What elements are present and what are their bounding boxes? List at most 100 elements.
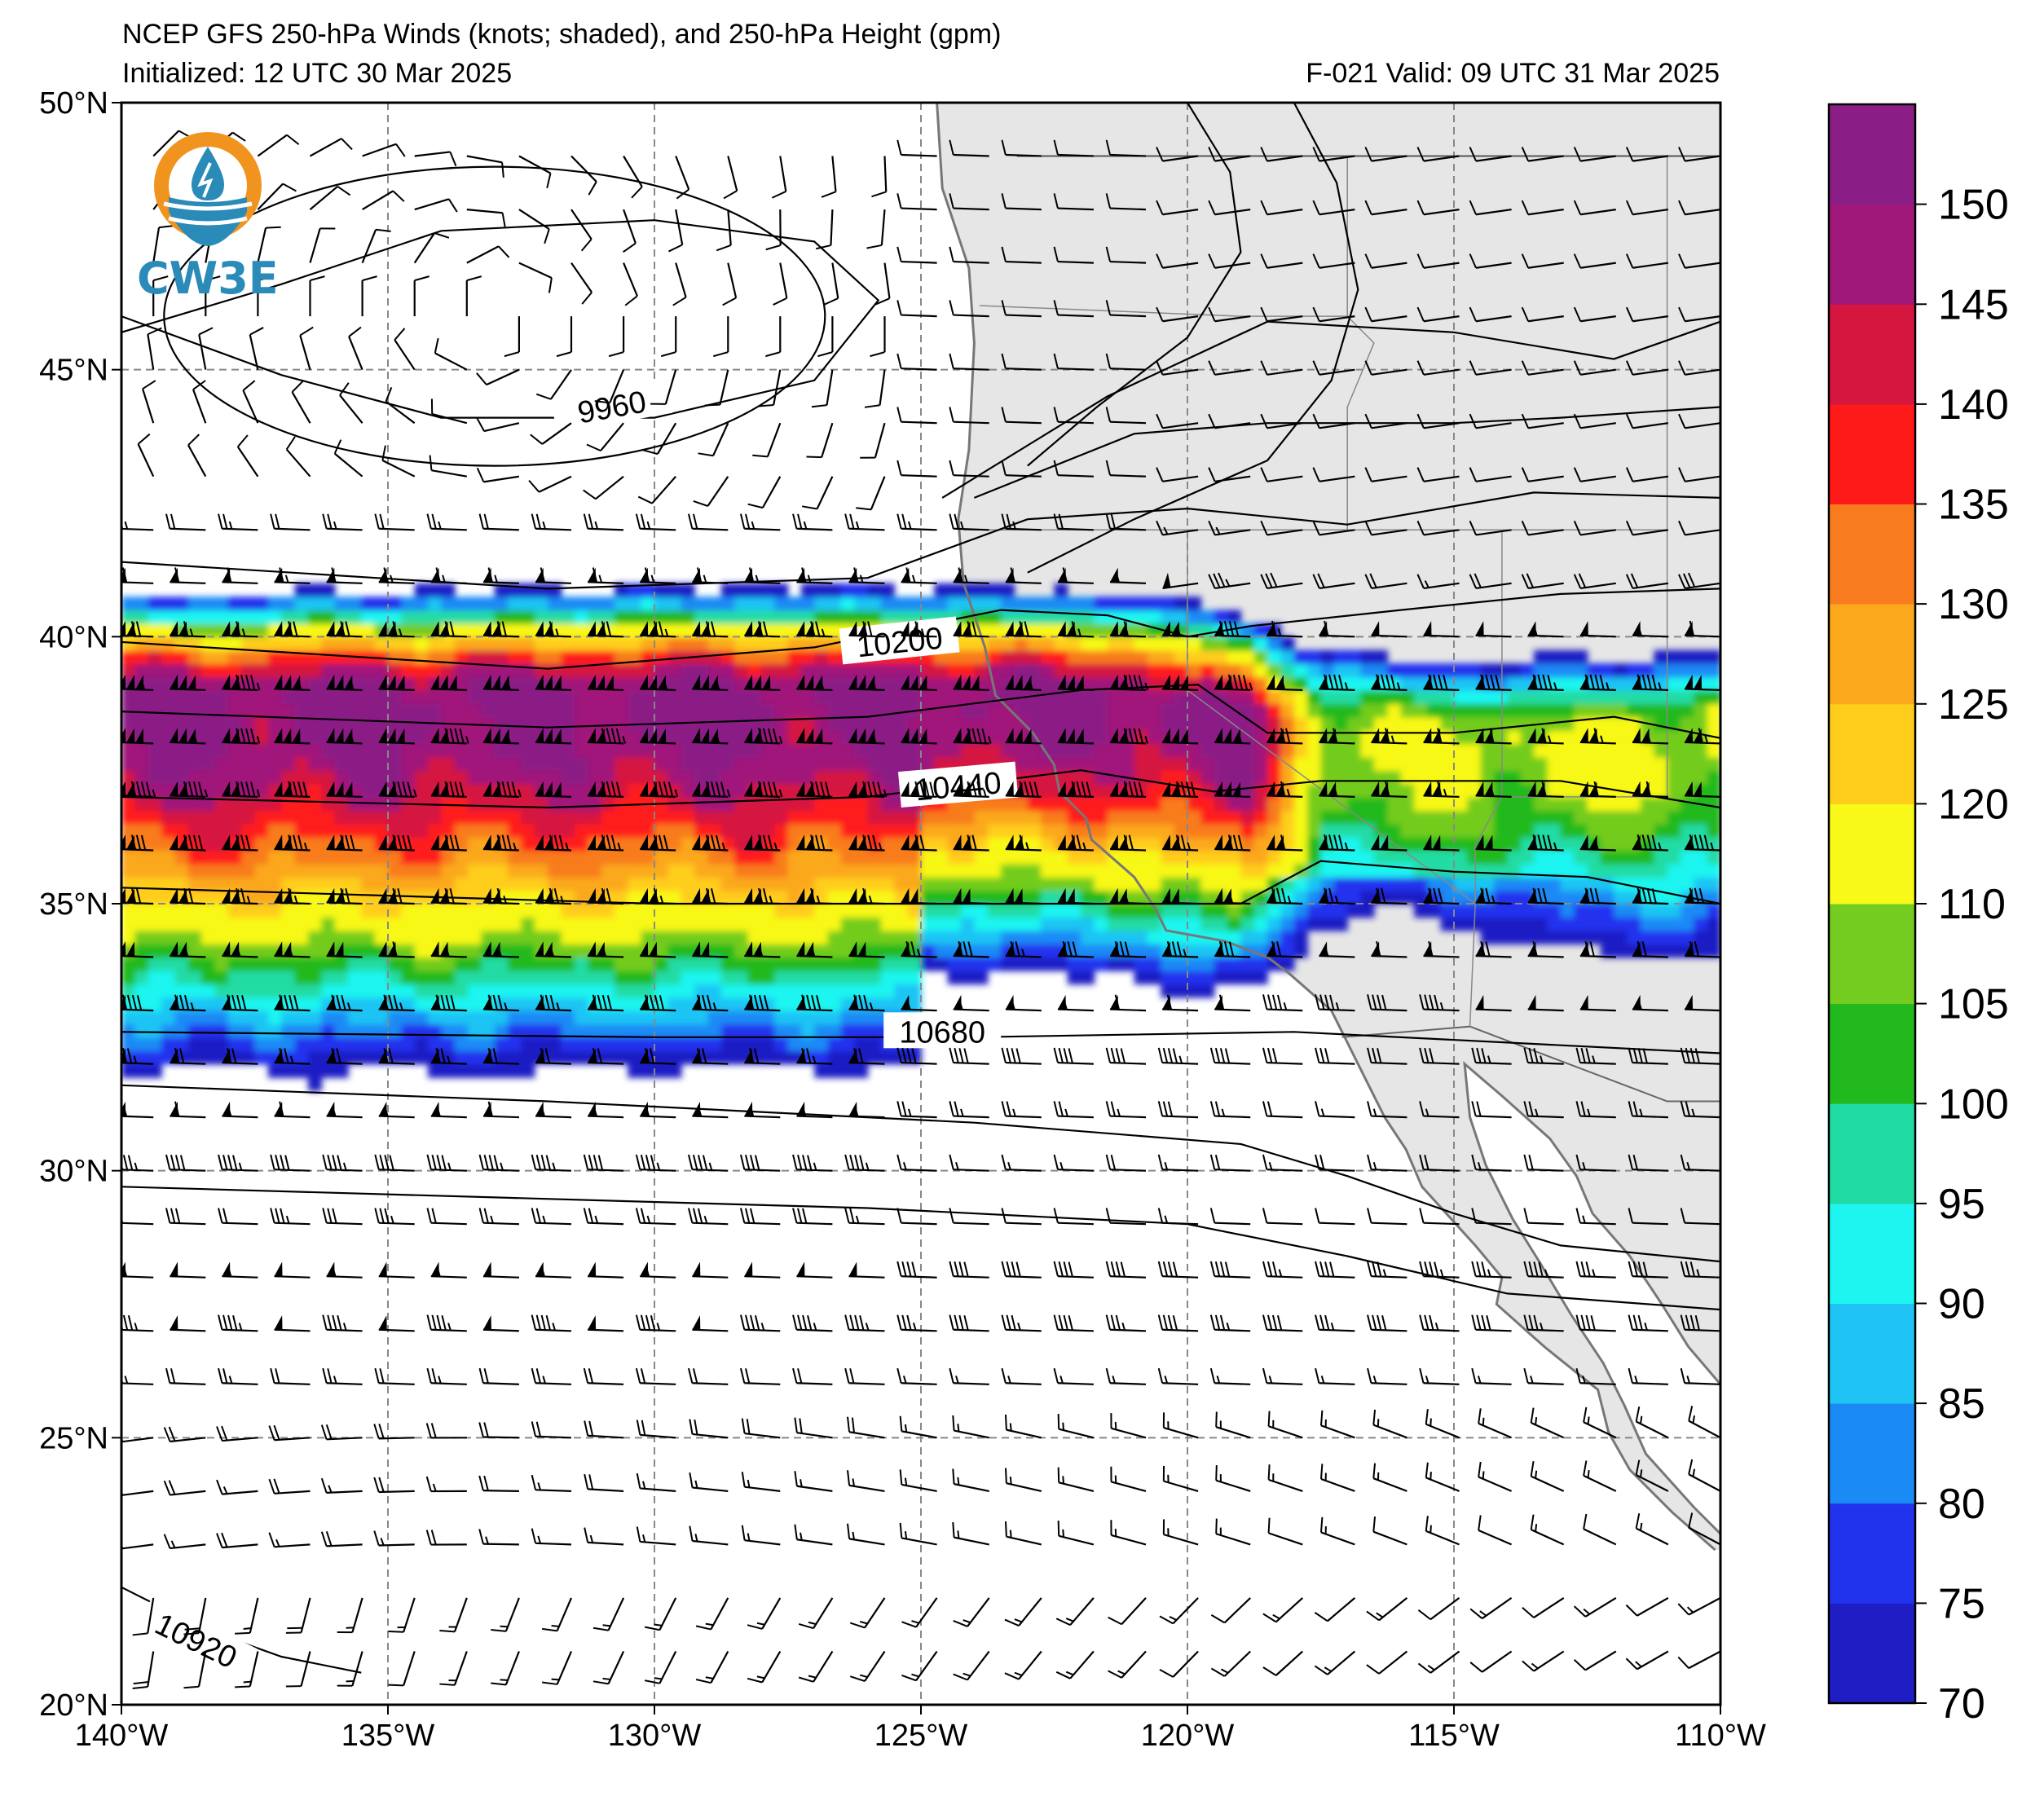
barb-flag [608,351,624,358]
barb-flag [1172,1261,1178,1278]
speed-cell [588,837,682,852]
barb-flag [739,1154,746,1170]
speed-cell [294,756,309,771]
speed-cell [1240,904,1255,918]
speed-cell [121,756,149,771]
wind-barb [326,781,363,798]
barb-half-flag [813,1162,817,1171]
barb-half-flag [1114,1475,1117,1484]
wind-barb [1319,887,1355,905]
barb-flag [792,1208,798,1223]
barb-staff [431,469,467,478]
wind-barb [823,262,839,306]
wind-barb [394,328,416,371]
barb-flag [914,781,920,797]
barb-flag [1678,467,1686,482]
barb-flag [911,1261,917,1278]
speed-cell [921,850,949,865]
barb-half-flag [1548,735,1552,744]
barb-flag [397,888,403,904]
barb-half-flag [1009,1423,1012,1432]
wind-barb [588,941,624,958]
wind-barb [1419,994,1460,1012]
barb-staff [1005,1275,1042,1279]
speed-cell [174,850,189,865]
barb-flag [1416,574,1425,589]
barb-flag [1159,1615,1174,1625]
barb-pennant [857,941,866,957]
speed-cell [134,930,202,944]
speed-cell [1494,823,1535,838]
speed-cell [454,649,469,664]
barb-flag [383,567,389,583]
wind-barb [1471,1208,1512,1226]
barb-staff [1163,1426,1199,1439]
speed-cell [334,944,389,958]
barb-half-flag [716,735,720,744]
wind-barb [170,1101,206,1119]
barb-flag [606,888,612,904]
wind-barb [1105,460,1147,478]
barb-flag [858,994,864,1010]
height-contour [973,406,1720,499]
wind-barb [1001,1154,1042,1172]
wind-barb [1523,1101,1564,1119]
wind-barb [242,380,259,424]
barb-flag [431,1368,437,1384]
speed-cell [241,716,256,731]
barb-flag [1694,941,1699,957]
barb-flag [820,834,826,851]
initialized-time: Initialized: 12 UTC 30 Mar 2025 [122,58,513,89]
wind-barb [147,327,162,370]
barb-pennant [1232,728,1241,743]
barb-staff [1162,1382,1199,1385]
wind-barb [1471,1154,1512,1172]
speed-cell [294,970,323,985]
barb-half-flag [518,789,522,798]
barb-flag [1260,306,1268,322]
barb-staff [848,1275,885,1279]
speed-cell [1320,756,1375,771]
speed-cell [974,837,989,852]
barb-flag [1315,1367,1320,1384]
barb-pennant [1475,781,1484,796]
speed-cell [1293,837,1308,852]
wind-barb [1214,994,1251,1012]
barb-pennant [430,887,439,903]
barb-flag [288,621,293,636]
barb-staff [482,1061,519,1065]
wind-barb [1262,1047,1303,1065]
barb-half-flag [716,682,720,690]
barb-flag [1053,513,1059,529]
wind-barb [556,316,573,358]
barb-staff [1580,422,1616,429]
barb-flag [687,513,694,529]
wind-barb [953,887,989,905]
barb-flag [270,1208,275,1223]
barb-staff [1423,1169,1460,1172]
barb-flag [381,445,386,461]
barb-flag [739,513,746,529]
wind-barb [216,1479,258,1495]
barb-flag [1110,513,1116,530]
barb-staff [535,1435,572,1439]
speed-cell [1134,636,1202,651]
barb-flag [1180,834,1187,851]
speed-cell [774,1023,802,1038]
wind-barb [373,1530,415,1547]
barb-half-flag [1540,1055,1544,1063]
barb-staff [1162,1328,1199,1332]
wind-barb [1367,1261,1407,1279]
barb-staff [901,260,937,264]
barb-pennant [901,887,910,903]
barb-flag [1625,467,1634,482]
speed-cell [494,1023,509,1038]
barb-half-flag [813,1323,817,1331]
wind-barb [198,327,214,370]
speed-cell [1253,730,1268,745]
barb-staff [1583,1474,1617,1492]
wind-barb [870,316,886,358]
barb-pennant [378,887,387,903]
barb-flag [1114,940,1120,957]
barb-staff [1423,847,1460,852]
